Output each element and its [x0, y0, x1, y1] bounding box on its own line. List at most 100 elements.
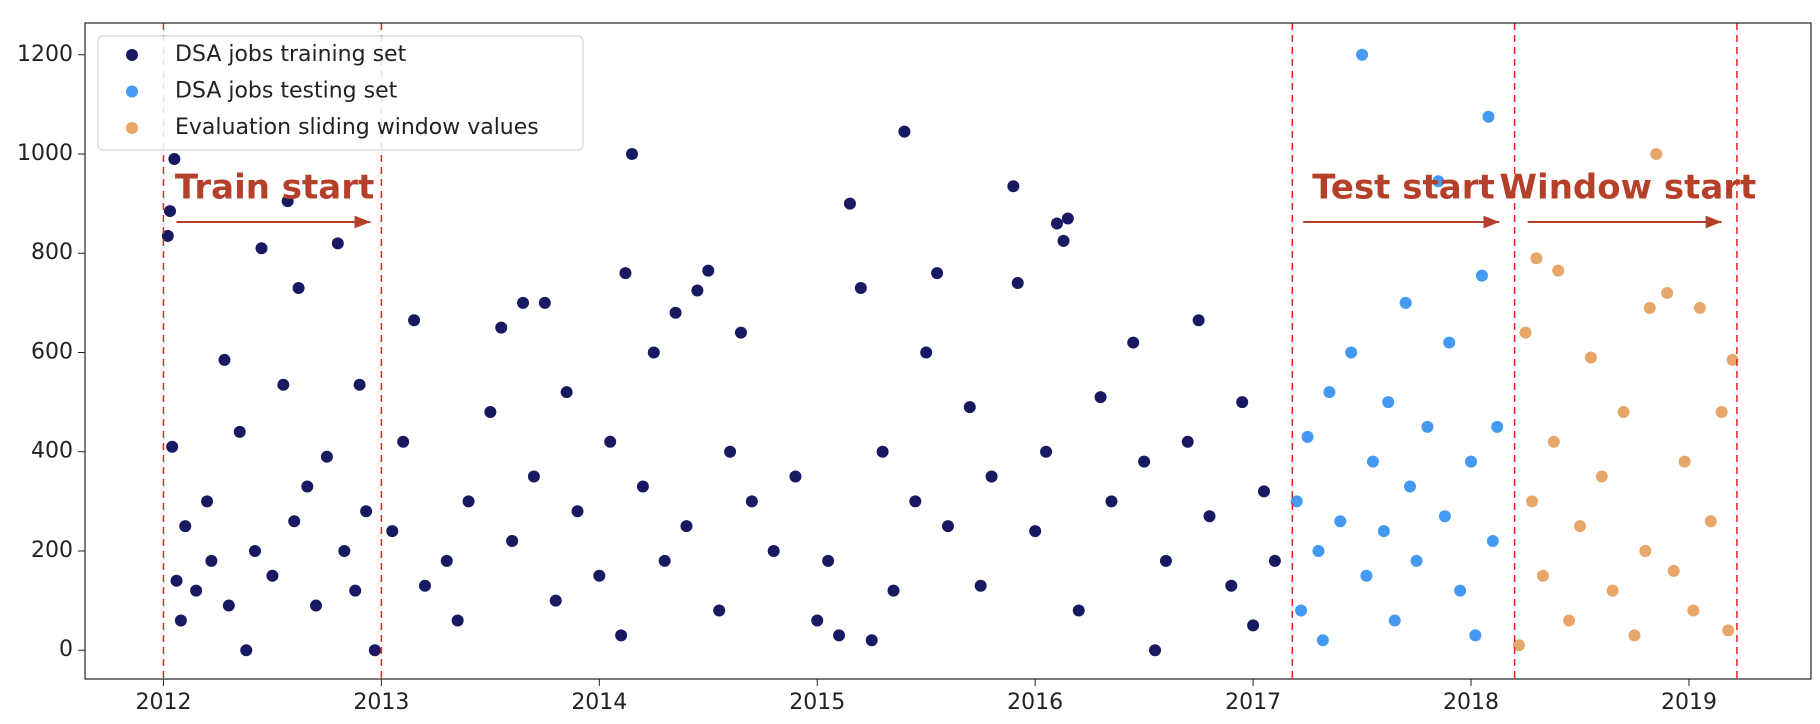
point — [1617, 406, 1630, 419]
x-tick-label: 2012 — [135, 690, 191, 715]
point — [920, 346, 933, 359]
point — [1693, 301, 1706, 314]
point — [538, 296, 551, 309]
point — [338, 544, 351, 557]
point — [495, 321, 508, 334]
point — [789, 470, 802, 483]
point — [1225, 579, 1238, 592]
point — [1366, 455, 1379, 468]
legend-label: Evaluation sliding window values — [175, 115, 539, 140]
point — [1007, 180, 1020, 193]
point — [166, 440, 179, 453]
point — [248, 544, 261, 557]
point — [1316, 634, 1329, 647]
y-tick-label: 200 — [31, 538, 73, 563]
point — [368, 644, 381, 657]
point — [1726, 353, 1739, 366]
point — [1628, 629, 1641, 642]
x-tick-label: 2016 — [1007, 690, 1063, 715]
point — [669, 306, 682, 319]
point — [931, 267, 944, 280]
point — [1388, 614, 1401, 627]
point — [1704, 515, 1717, 528]
point — [691, 284, 704, 297]
point — [1345, 346, 1358, 359]
point — [571, 505, 584, 518]
point — [281, 195, 294, 208]
point — [1323, 386, 1336, 399]
y-tick-label: 0 — [59, 637, 73, 662]
legend-label: DSA jobs testing set — [175, 79, 398, 104]
point — [1094, 391, 1107, 404]
point — [1722, 624, 1735, 637]
point — [161, 229, 174, 242]
point — [320, 450, 333, 463]
point — [1057, 234, 1070, 247]
point — [527, 470, 540, 483]
point — [1443, 336, 1456, 349]
point — [658, 554, 671, 567]
annotation: Train start — [175, 168, 374, 208]
x-tick-label: 2013 — [353, 690, 409, 715]
point — [353, 378, 366, 391]
point — [898, 125, 911, 138]
point — [1486, 535, 1499, 548]
point — [1530, 252, 1543, 265]
point — [1360, 569, 1373, 582]
point — [1678, 455, 1691, 468]
point — [745, 495, 758, 508]
annotation: Window start — [1500, 168, 1757, 208]
legend-box — [97, 35, 584, 151]
y-tick-label: 600 — [31, 339, 73, 364]
point — [1290, 495, 1303, 508]
point — [1029, 525, 1042, 538]
point — [462, 495, 475, 508]
point — [170, 574, 183, 587]
point — [619, 267, 632, 280]
point — [887, 584, 900, 597]
point — [1595, 470, 1608, 483]
point — [205, 554, 218, 567]
legend-label: DSA jobs training set — [175, 42, 407, 67]
point — [1432, 175, 1445, 188]
point — [647, 346, 660, 359]
point — [985, 470, 998, 483]
point — [1192, 314, 1205, 327]
point — [626, 148, 639, 161]
point — [1512, 639, 1525, 652]
point — [1410, 554, 1423, 567]
point — [1438, 510, 1451, 523]
point — [1563, 614, 1576, 627]
point — [1149, 644, 1162, 657]
point — [1469, 629, 1482, 642]
point — [767, 544, 780, 557]
point — [440, 554, 453, 567]
point — [418, 579, 431, 592]
point — [1519, 326, 1532, 339]
point — [1552, 264, 1565, 277]
point — [174, 614, 187, 627]
point — [1465, 455, 1478, 468]
y-tick-label: 1200 — [17, 42, 73, 67]
point — [1606, 584, 1619, 597]
point — [1491, 420, 1504, 433]
point — [1295, 604, 1308, 617]
point — [218, 353, 231, 366]
point — [1050, 217, 1063, 230]
y-tick-label: 800 — [31, 240, 73, 265]
point — [201, 495, 214, 508]
point — [1203, 510, 1216, 523]
point — [190, 584, 203, 597]
point — [1236, 396, 1249, 409]
point — [615, 629, 628, 642]
point — [1667, 564, 1680, 577]
point — [963, 401, 976, 414]
point — [292, 281, 305, 294]
x-tick-label: 2014 — [571, 690, 627, 715]
point — [1661, 286, 1674, 299]
point — [1011, 277, 1024, 290]
point — [1257, 485, 1270, 498]
point — [549, 594, 562, 607]
point — [163, 205, 176, 218]
